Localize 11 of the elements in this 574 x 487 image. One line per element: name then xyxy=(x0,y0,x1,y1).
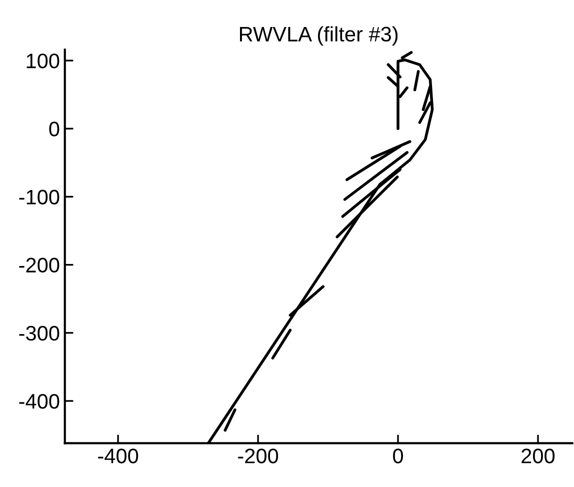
y-tick-label: -200 xyxy=(19,258,60,273)
x-tick-label: -400 xyxy=(98,448,138,464)
y-tick-label: -300 xyxy=(19,326,60,341)
x-tick-label: 200 xyxy=(522,448,555,464)
x-tick-label: 0 xyxy=(393,448,403,464)
x-tick-label: -200 xyxy=(238,448,278,464)
y-tick-label: 0 xyxy=(49,122,60,136)
y-tick-label: -100 xyxy=(19,190,60,204)
chart-title: RWVLA (filter #3) xyxy=(240,26,398,46)
y-tick-label: -400 xyxy=(19,394,60,409)
y-tick-label: 100 xyxy=(26,54,60,68)
